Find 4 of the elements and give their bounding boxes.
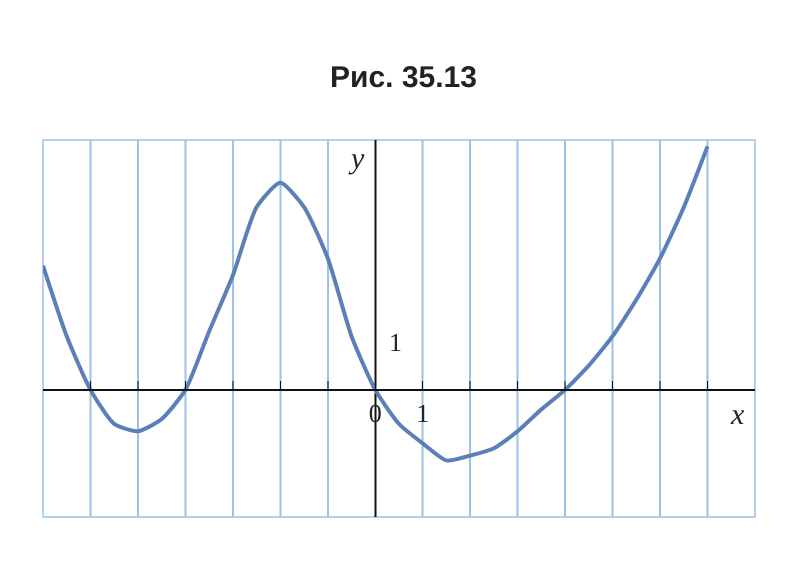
- y-axis-title: y: [348, 142, 365, 175]
- chart-title: Рис. 35.13: [330, 60, 477, 94]
- annotation: 1: [389, 328, 402, 357]
- x-axis-title: x: [730, 398, 745, 431]
